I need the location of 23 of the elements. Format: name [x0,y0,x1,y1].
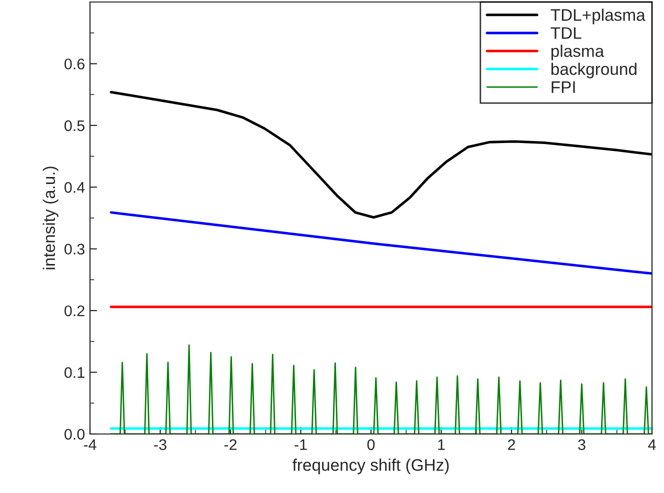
x-tick-label: 1 [438,439,445,450]
x-tick-label: -2 [224,439,237,450]
legend-label: plasma [551,44,604,60]
legend-label: background [551,62,636,78]
y-tick-label: 0.2 [64,305,84,316]
x-tick-label: 2 [508,439,515,450]
x-tick-label: 4 [648,439,656,450]
x-tick-label: 3 [578,439,586,450]
y-tick-label: 0.3 [64,244,84,255]
x-tick-label: -4 [84,439,96,450]
y-axis-title: intensity (a.u.) [42,166,58,270]
x-tick-label: 0 [367,439,375,450]
y-tick-label: 0.6 [64,58,84,70]
y-tick-label: 0.5 [64,120,84,132]
legend-label: TDL [550,27,582,39]
y-tick-label: 0.4 [64,182,85,193]
y-tick-label: 0.1 [64,367,84,378]
x-tick-label: -1 [294,439,307,450]
legend-label: TDL+plasma [550,8,646,24]
y-tick-label: 0.0 [64,428,85,440]
legend-label: FPI [552,81,575,93]
x-axis-title: frequency shift (GHz) [292,458,449,474]
x-tick-label: -3 [154,439,166,450]
